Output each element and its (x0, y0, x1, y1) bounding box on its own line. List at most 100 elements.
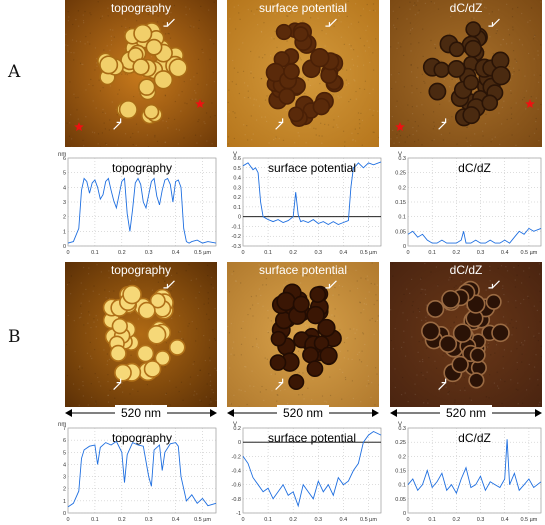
noise-speck (195, 297, 197, 299)
noise-speck (179, 330, 181, 333)
noise-speck (95, 315, 97, 317)
noise-speck (394, 368, 396, 370)
noise-speck (527, 21, 529, 23)
noise-speck (260, 30, 263, 33)
noise-speck (262, 284, 264, 286)
noise-speck (541, 355, 542, 358)
noise-speck (180, 381, 183, 383)
noise-speck (91, 357, 93, 360)
noise-speck (351, 139, 354, 141)
noise-speck (330, 0, 332, 2)
noise-speck (325, 33, 327, 35)
molecule-blob (292, 26, 309, 42)
molecule-blob (428, 82, 447, 101)
noise-speck (340, 21, 342, 23)
y-tick-label: 0.6 (233, 156, 241, 162)
noise-speck (297, 132, 299, 134)
noise-speck (188, 264, 190, 266)
noise-speck (495, 32, 497, 34)
noise-speck (210, 283, 212, 286)
noise-speck (250, 295, 253, 298)
noise-speck (403, 341, 405, 343)
noise-speck (178, 129, 181, 131)
noise-speck (449, 132, 451, 134)
noise-speck (168, 349, 170, 351)
noise-speck (96, 264, 98, 266)
noise-speck (189, 79, 192, 81)
noise-speck (364, 343, 366, 346)
series-line (242, 430, 382, 508)
noise-speck (153, 270, 155, 272)
noise-speck (214, 367, 216, 369)
noise-speck (65, 44, 67, 46)
noise-speck (495, 341, 497, 343)
scale-bar-label: 520 nm (283, 406, 323, 420)
noise-speck (214, 115, 216, 117)
noise-speck (213, 43, 215, 45)
noise-speck (347, 0, 349, 2)
noise-speck (361, 144, 363, 146)
noise-speck (451, 116, 453, 118)
chart-title: dC/dZ (458, 161, 491, 175)
noise-speck (149, 12, 152, 15)
image-title: dC/dZ (449, 1, 483, 15)
noise-speck (193, 76, 195, 78)
noise-speck (235, 116, 237, 119)
noise-speck (267, 331, 269, 334)
noise-speck (98, 293, 100, 295)
noise-speck (422, 55, 424, 57)
noise-speck (312, 378, 314, 380)
noise-speck (502, 367, 504, 369)
noise-speck (456, 80, 458, 82)
noise-speck (445, 386, 447, 388)
noise-speck (398, 130, 400, 132)
noise-speck (437, 285, 439, 287)
noise-speck (310, 274, 313, 276)
noise-speck (354, 128, 356, 130)
noise-speck (363, 88, 366, 90)
noise-speck (232, 270, 235, 272)
noise-speck (233, 67, 236, 69)
noise-speck (103, 49, 105, 51)
noise-speck (198, 292, 200, 294)
noise-speck (344, 376, 347, 379)
noise-speck (258, 56, 260, 58)
pointer-arrow (275, 121, 284, 130)
noise-speck (82, 14, 84, 16)
noise-speck (411, 304, 413, 307)
noise-speck (404, 141, 406, 143)
noise-speck (534, 336, 536, 338)
noise-speck (257, 347, 260, 349)
noise-speck (165, 120, 168, 123)
noise-speck (500, 265, 503, 267)
noise-speck (265, 389, 267, 391)
noise-speck (357, 55, 359, 57)
noise-speck (252, 133, 254, 135)
noise-speck (195, 340, 197, 342)
noise-speck (464, 387, 466, 389)
noise-speck (499, 143, 501, 146)
noise-speck (170, 290, 172, 292)
noise-speck (506, 270, 509, 272)
molecule-blob (433, 61, 450, 78)
row-label-b: B (8, 327, 21, 347)
noise-speck (107, 380, 109, 383)
noise-speck (430, 39, 432, 42)
image-title: topography (110, 263, 172, 277)
noise-speck (113, 273, 115, 275)
noise-speck (537, 50, 539, 52)
noise-speck (130, 354, 132, 356)
noise-speck (82, 380, 84, 383)
noise-speck (523, 96, 525, 99)
molecule-blob (309, 286, 327, 303)
noise-speck (94, 373, 96, 375)
noise-speck (177, 143, 179, 145)
noise-speck (398, 141, 400, 144)
noise-speck (357, 133, 359, 135)
noise-speck (150, 1, 153, 4)
noise-speck (183, 137, 185, 139)
x-tick-label: 0.5 µm (520, 250, 537, 256)
noise-speck (360, 361, 363, 363)
noise-speck (418, 42, 420, 44)
noise-speck (214, 338, 216, 340)
